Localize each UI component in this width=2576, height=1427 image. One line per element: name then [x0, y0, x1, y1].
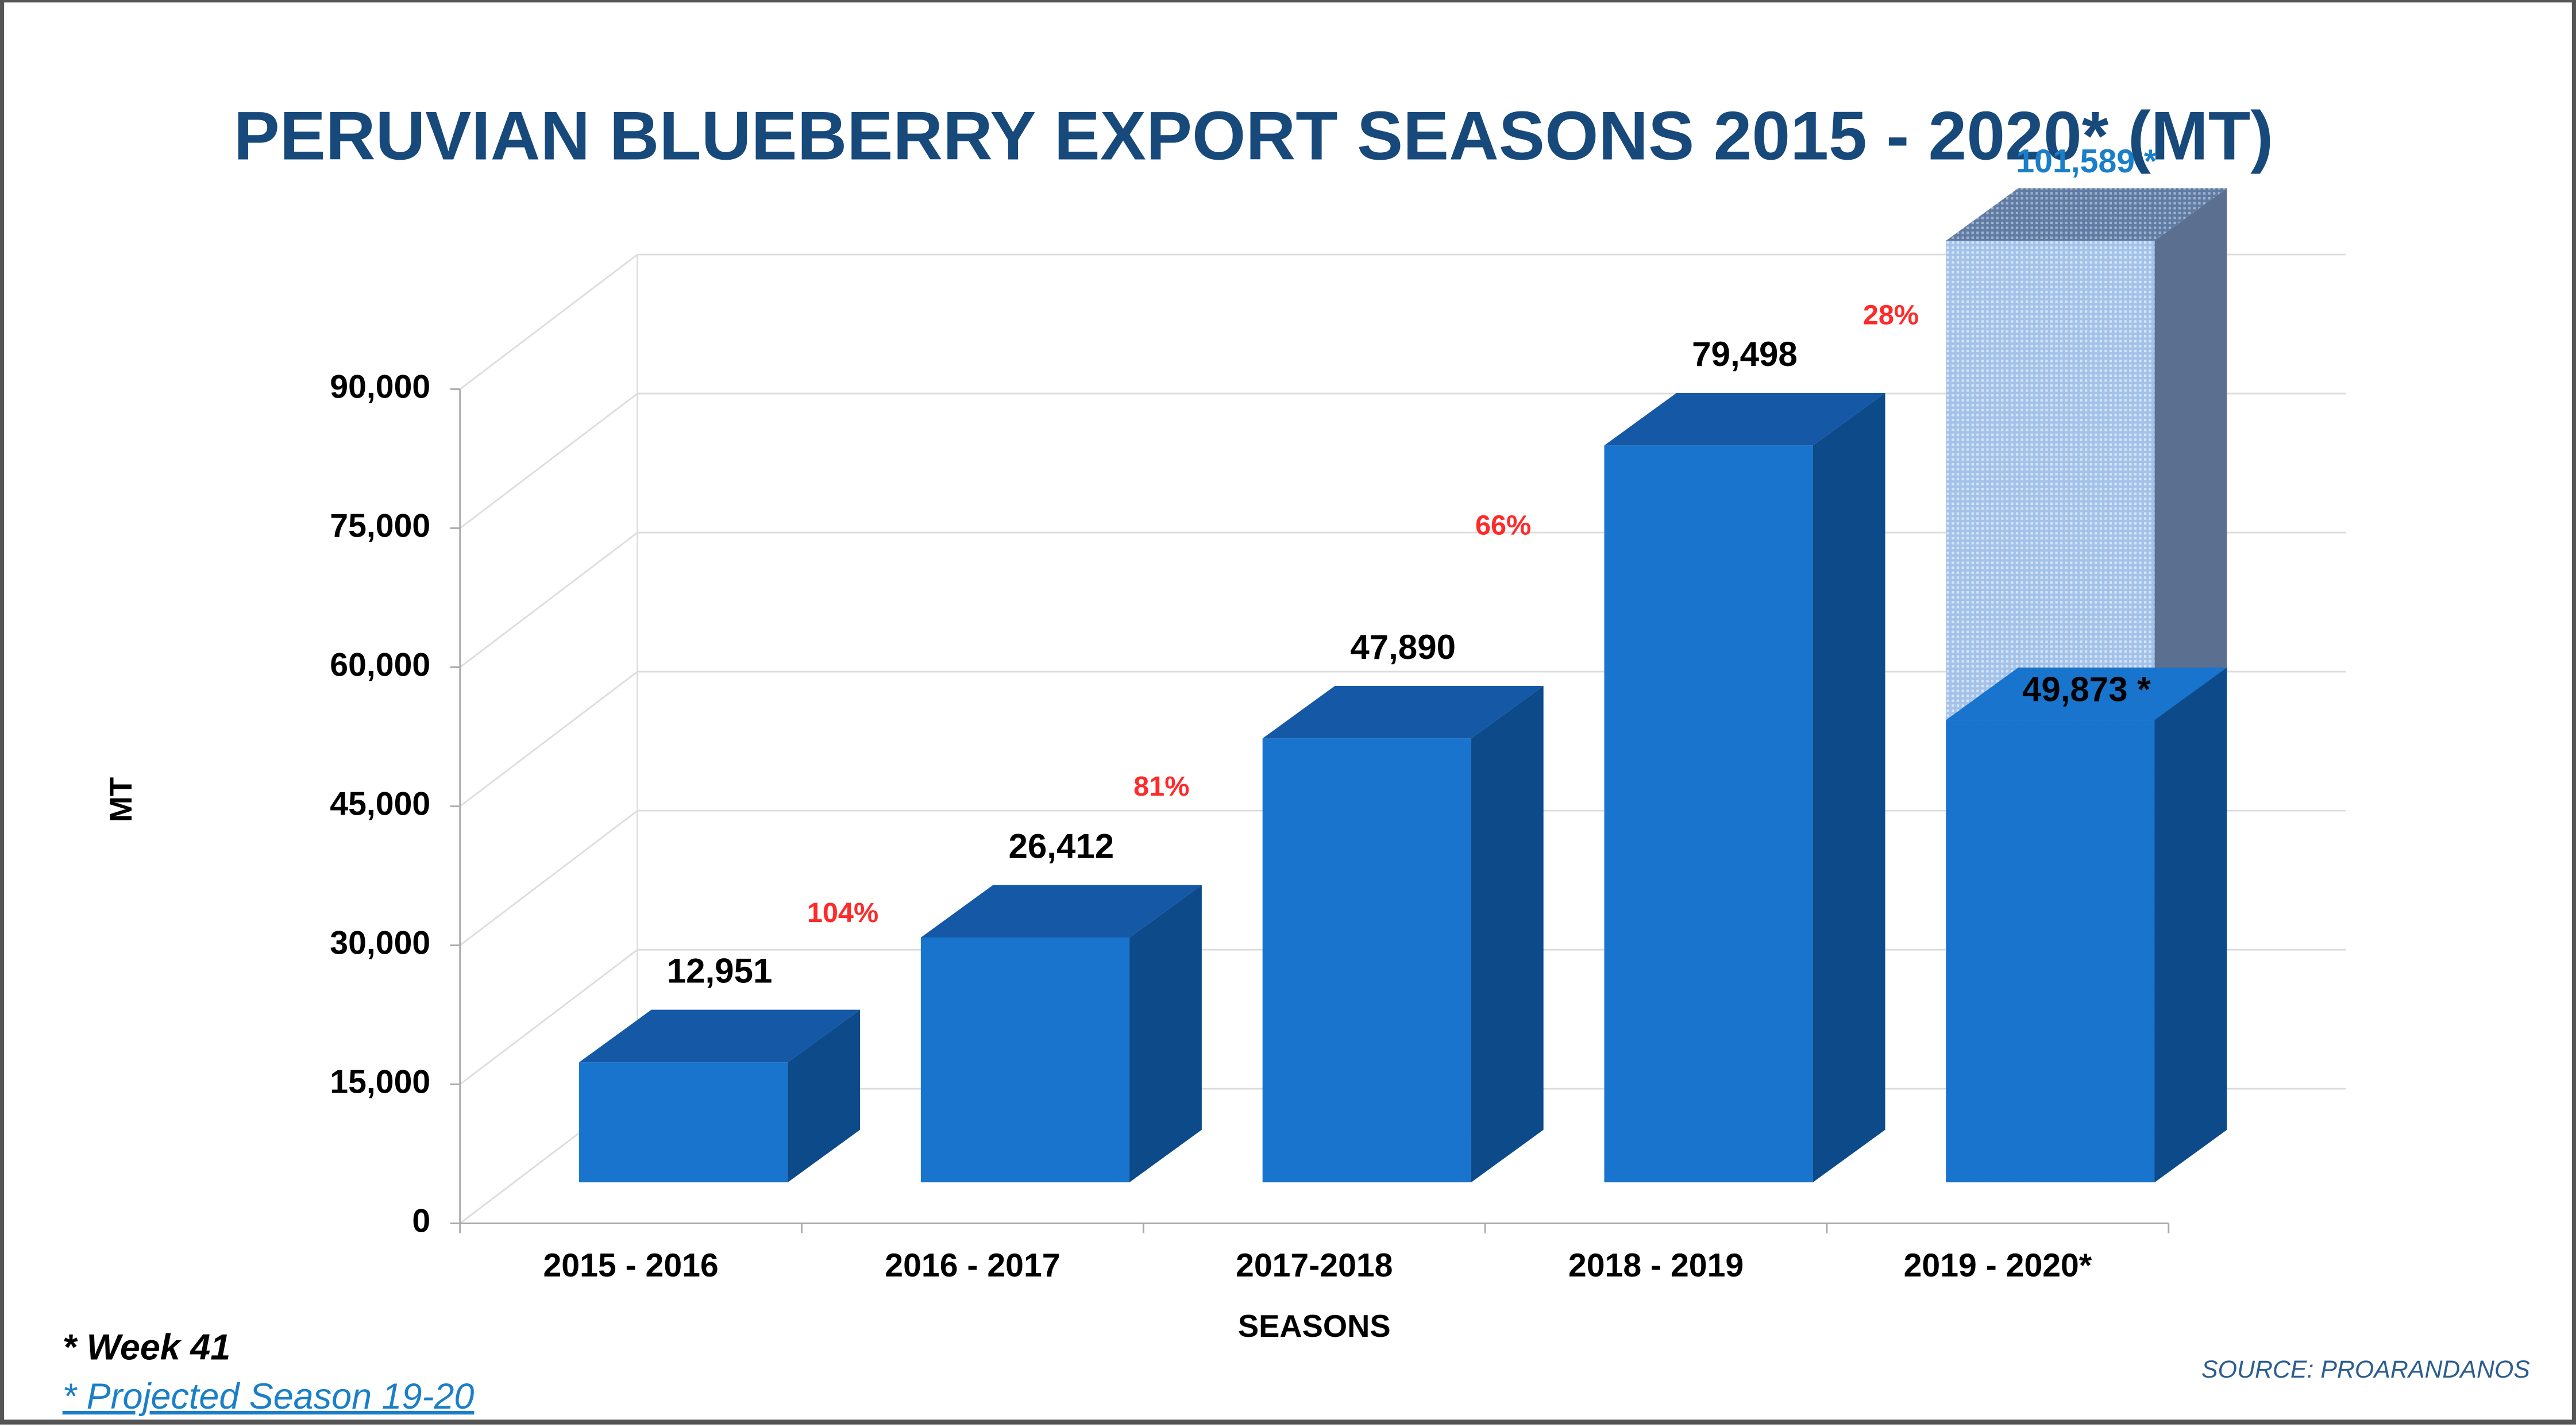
bar-front: [1946, 720, 2155, 1183]
value-label: 79,498: [1692, 335, 1798, 373]
bar-side: [788, 1009, 861, 1183]
grid-line: [459, 531, 638, 668]
bar-front: [579, 1062, 788, 1183]
bar-side: [1129, 885, 1202, 1183]
value-label: 101,589 *: [2016, 143, 2157, 180]
bar-front: [1604, 445, 1813, 1183]
value-label: 26,412: [1009, 827, 1115, 865]
bar-top: [1946, 188, 2227, 241]
x-tick-label: 2017-2018: [1236, 1247, 1393, 1284]
y-tick-label: 90,000: [330, 369, 430, 406]
grid-line: [459, 670, 638, 807]
grid-line: [459, 253, 638, 390]
footnote: * Projected Season 19-20: [63, 1376, 475, 1417]
source: SOURCE: PROARANDANOS: [2201, 1356, 2530, 1383]
growth-annotation: 81%: [1133, 771, 1189, 802]
bar-top: [1946, 667, 2227, 720]
chart-title: PERUVIAN BLUEBERRY EXPORT SEASONS 2015 -…: [234, 98, 2274, 175]
bar-top: [1604, 392, 1885, 446]
growth-annotation: 104%: [807, 897, 878, 928]
grid-line: [459, 949, 638, 1085]
bar-front: [920, 937, 1130, 1183]
bar-side: [1471, 685, 1544, 1183]
x-tick-label: 2016 - 2017: [885, 1247, 1060, 1284]
footnote: * Week 41: [63, 1327, 231, 1367]
bar-top: [1262, 685, 1544, 739]
grid-line: [459, 392, 638, 529]
y-tick-label: 45,000: [330, 786, 430, 823]
value-label: 49,873 *: [2022, 670, 2151, 709]
x-tick-label: 2018 - 2019: [1568, 1247, 1744, 1284]
bar-side: [2154, 667, 2227, 1183]
growth-annotation: 28%: [1863, 300, 1919, 331]
y-tick-label: 75,000: [330, 508, 430, 545]
growth-annotation: 66%: [1475, 510, 1531, 541]
y-tick-label: 30,000: [330, 925, 430, 962]
bar-top: [579, 1009, 861, 1063]
y-axis-label: MT: [103, 777, 138, 822]
value-label: 47,890: [1350, 628, 1456, 666]
value-label: 12,951: [667, 952, 773, 990]
bar-side: [1813, 392, 1885, 1183]
y-tick-label: 15,000: [330, 1064, 430, 1101]
y-tick-label: 60,000: [330, 647, 430, 684]
x-tick-label: 2019 - 2020*: [1904, 1247, 2092, 1284]
x-axis-label: SEASONS: [1238, 1309, 1391, 1344]
grid-line: [459, 809, 638, 946]
x-tick-label: 2015 - 2016: [543, 1247, 718, 1284]
y-tick-label: 0: [412, 1203, 430, 1240]
bar-top: [920, 885, 1202, 938]
bar-front: [1262, 738, 1471, 1183]
